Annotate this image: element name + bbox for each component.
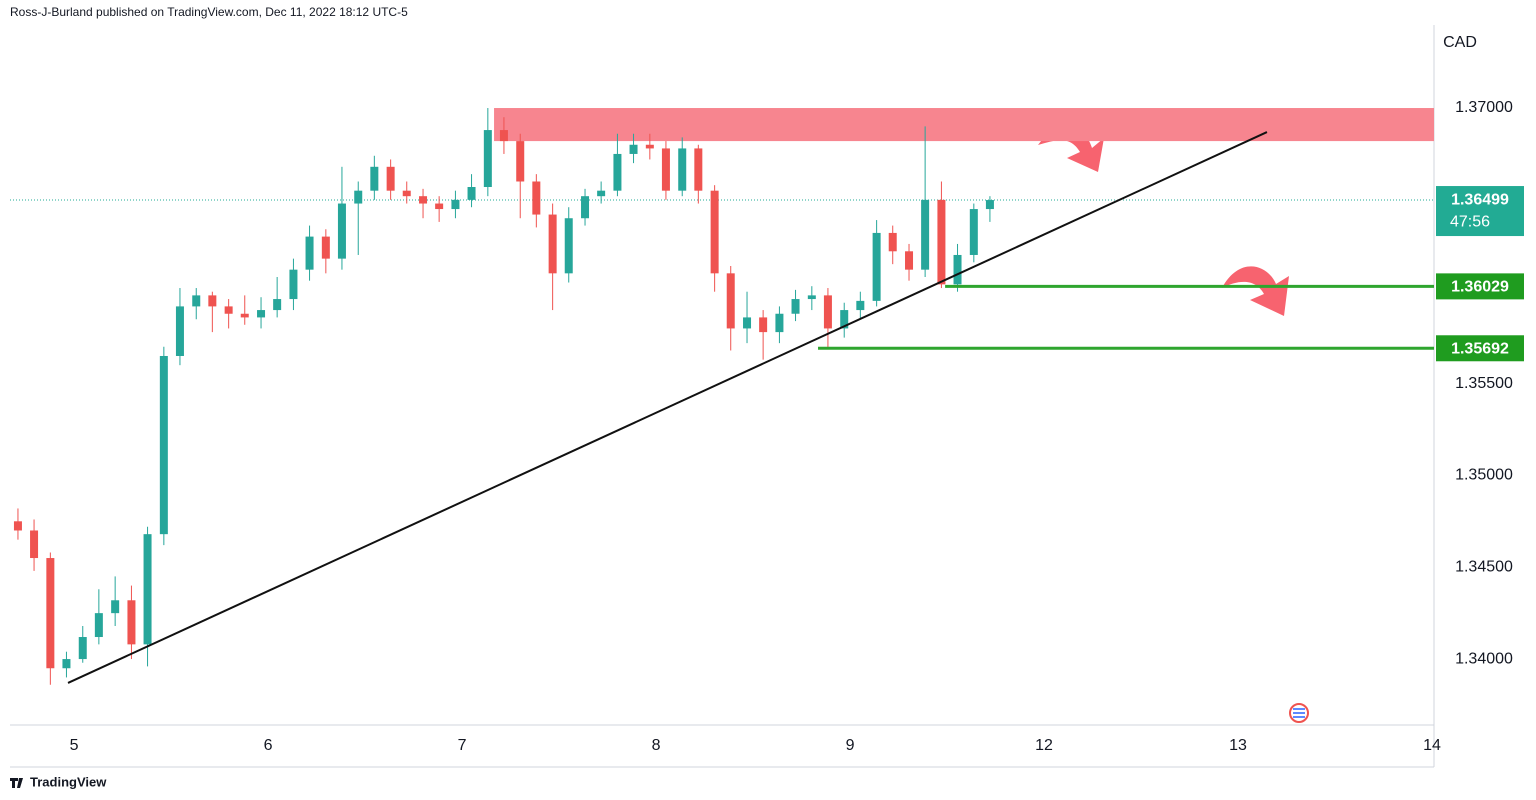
publisher: Ross-J-Burland published on TradingView.… xyxy=(10,5,408,19)
candle-body xyxy=(483,130,492,188)
candle-body xyxy=(823,295,832,329)
candle-body xyxy=(240,313,249,318)
level-tag-label: 1.36029 xyxy=(1451,279,1509,296)
candle-body xyxy=(548,214,557,274)
candle-body xyxy=(710,190,719,274)
candle-body xyxy=(257,310,266,318)
y-tick-label: 1.35500 xyxy=(1455,375,1513,392)
candle-body xyxy=(985,200,994,210)
y-tick-label: 1.37000 xyxy=(1455,99,1513,116)
candle-body xyxy=(62,659,71,669)
candle-body xyxy=(532,181,541,215)
x-tick-label: 8 xyxy=(652,737,661,754)
candle-body xyxy=(678,148,687,191)
candle-body xyxy=(499,130,508,142)
candle-body xyxy=(224,306,233,314)
candle-body xyxy=(905,251,914,270)
candle-body xyxy=(321,236,330,259)
candle-body xyxy=(354,190,363,204)
y-tick-label: 1.34000 xyxy=(1455,650,1513,667)
candle-body xyxy=(969,209,978,255)
level-tag xyxy=(1436,335,1524,362)
candle-body xyxy=(289,269,298,300)
candle-body xyxy=(337,203,346,259)
candle-body xyxy=(564,218,573,274)
candle-body xyxy=(743,317,752,329)
x-tick-label: 5 xyxy=(70,737,79,754)
candle-body xyxy=(94,613,103,638)
candle-body xyxy=(645,144,654,149)
candle-body xyxy=(694,148,703,191)
candle-body xyxy=(953,254,962,285)
candle-body xyxy=(807,295,816,300)
plot-area xyxy=(10,108,1434,685)
candle-body xyxy=(435,203,444,210)
candle-body xyxy=(370,166,379,191)
trendline xyxy=(67,131,1268,684)
candle-body xyxy=(629,144,638,154)
calendar-icon xyxy=(1289,703,1309,723)
x-tick-label: 7 xyxy=(458,737,467,754)
candle-body xyxy=(402,190,411,197)
candle-body xyxy=(175,306,184,356)
countdown: 47:56 xyxy=(1450,213,1490,230)
candle-body xyxy=(840,310,849,329)
candle-body xyxy=(159,355,168,535)
candle-body xyxy=(872,232,881,301)
candle-body xyxy=(386,166,395,191)
candle-body xyxy=(661,148,670,191)
candle-body xyxy=(419,196,428,204)
x-tick-label: 14 xyxy=(1423,737,1441,754)
level-tag-label: 1.35692 xyxy=(1451,340,1509,357)
candle-body xyxy=(597,190,606,197)
candle-body xyxy=(613,153,622,191)
tv-logo xyxy=(10,778,23,788)
candle-body xyxy=(581,196,590,219)
currency: CAD xyxy=(1443,34,1477,51)
last-price-tag xyxy=(1436,186,1524,237)
x-tick-label: 9 xyxy=(846,737,855,754)
candle-body xyxy=(13,521,22,531)
candle-body xyxy=(127,600,136,645)
y-tick-label: 1.35000 xyxy=(1455,467,1513,484)
candle-body xyxy=(111,600,120,614)
candle-body xyxy=(273,299,282,311)
candle-body xyxy=(78,637,87,660)
y-tick-label: 1.34500 xyxy=(1455,558,1513,575)
candle-body xyxy=(516,141,525,182)
candle-body xyxy=(451,199,460,210)
candle-body xyxy=(467,187,476,200)
x-tick-label: 12 xyxy=(1035,737,1053,754)
candle-body xyxy=(775,313,784,333)
x-tick-label: 6 xyxy=(264,737,273,754)
arrow-2 xyxy=(1222,266,1289,316)
x-tick-label: 13 xyxy=(1229,737,1247,754)
candle-body xyxy=(305,236,314,270)
candle-body xyxy=(937,199,946,285)
candle-body xyxy=(192,295,201,307)
candle-body xyxy=(726,273,735,329)
candle-body xyxy=(921,199,930,270)
candle-body xyxy=(791,299,800,314)
candle-body xyxy=(759,317,768,333)
candle-body xyxy=(208,295,217,307)
candle-body xyxy=(30,530,39,559)
candle-body xyxy=(143,534,152,645)
candle-body xyxy=(46,558,55,669)
level-tag xyxy=(1436,273,1524,300)
last-price-label: 1.36499 xyxy=(1451,191,1509,208)
candle-body xyxy=(856,300,865,311)
candle-body xyxy=(888,232,897,252)
resistance-zone xyxy=(494,108,1434,142)
brand: TradingView xyxy=(30,774,107,789)
